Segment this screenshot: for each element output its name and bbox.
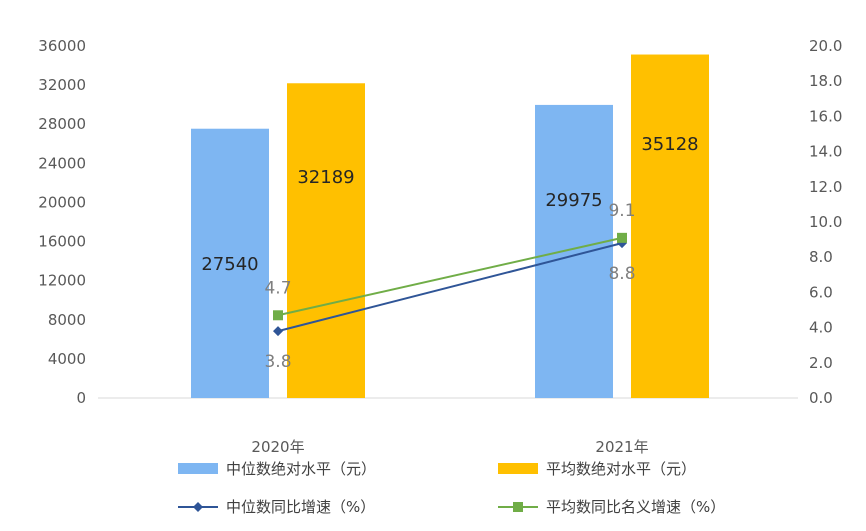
line-data-label: 3.8 [264,352,291,372]
legend-swatch [498,463,538,474]
bar-data-label: 27540 [201,254,258,275]
y-left-tick-label: 0 [76,389,86,407]
line-point [617,232,627,243]
series-line [277,236,623,317]
bar [287,83,365,398]
y-right-tick-label: 4.0 [809,319,833,337]
x-tick-label: 2021年 [595,438,648,456]
y-right-tick-label: 10.0 [809,213,842,231]
bar [535,104,613,399]
y-left-tick-label: 12000 [38,272,86,290]
y-right-tick-label: 20.0 [809,37,842,55]
y-left-tick-label: 24000 [38,154,86,172]
y-right-tick-label: 2.0 [809,354,833,372]
y-left-tick-label: 16000 [38,233,86,251]
legend-label: 中位数同比增速（%） [226,498,375,516]
legend: 中位数绝对水平（元） 平均数绝对水平（元） 中位数同比增速（%） 平均数同比名义增速（… [178,460,725,516]
y-right-tick-label: 0.0 [809,389,833,407]
y-left-tick-label: 8000 [48,311,86,329]
legend-marker [513,502,523,512]
axes: 0 4000 8000 12000 16000 20000 24000 28000 32000 3… [38,37,842,456]
y-right-tick-label: 14.0 [809,143,842,161]
line-data-label: 8.8 [608,264,635,284]
bar [631,54,709,399]
y-left-tick-label: 32000 [38,76,86,94]
bars [191,54,709,399]
line-data-label: 9.1 [608,201,635,221]
line-point [273,310,283,321]
data-labels: 27540 29975 32189 35128 3.8 8.8 4.7 9.1 [201,134,698,372]
y-right-tick-label: 18.0 [809,72,842,90]
legend-label: 平均数同比名义增速（%） [546,498,725,516]
x-tick-label: 2020年 [251,438,304,456]
legend-label: 中位数绝对水平（元） [226,460,376,478]
legend-swatch [178,463,218,474]
line-point [273,326,283,337]
series-line [277,242,623,333]
y-right-tick-label: 6.0 [809,283,833,301]
y-right-tick-label: 16.0 [809,107,842,125]
bar [191,128,269,398]
y-right-tick-label: 8.0 [809,248,833,266]
bar-data-label: 29975 [545,190,602,211]
y-right-tick-label: 12.0 [809,178,842,196]
bar-data-label: 35128 [641,134,698,155]
legend-marker [193,502,203,512]
y-left-tick-label: 28000 [38,115,86,133]
y-left-tick-label: 20000 [38,193,86,211]
line-data-label: 4.7 [264,278,291,298]
y-left-tick-label: 36000 [38,37,86,55]
legend-label: 平均数绝对水平（元） [546,460,696,478]
lines [273,232,627,337]
y-left-tick-label: 4000 [48,350,86,368]
bar-data-label: 32189 [297,167,354,188]
